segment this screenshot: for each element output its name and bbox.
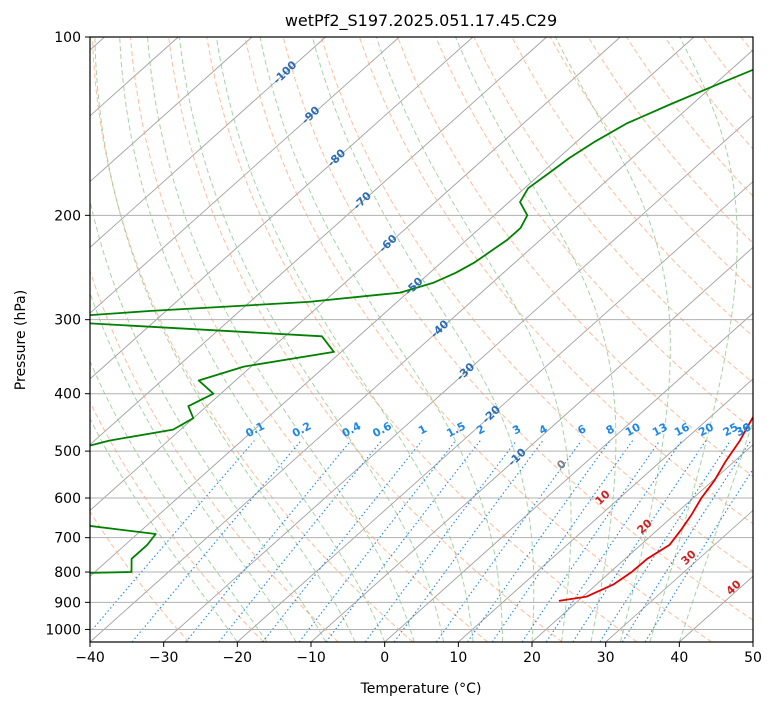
y-axis-label: Pressure (hPa) — [13, 290, 29, 390]
isotherm-line — [605, 509, 753, 642]
mixing-ratio-label: 25 — [721, 420, 741, 439]
moist-adiabat-line — [455, 37, 617, 642]
dry-adiabat-line — [320, 37, 753, 573]
y-tick-label: 100 — [54, 30, 81, 46]
dry-adiabat-line — [90, 400, 264, 642]
pressure-gridlines — [90, 37, 753, 630]
dry-adiabat-line — [206, 37, 638, 642]
mixing-ratio-line — [521, 440, 661, 642]
moist-adiabat-line — [90, 291, 297, 642]
mixing-ratio-line — [90, 440, 255, 634]
x-tick-label: −10 — [296, 650, 326, 666]
moist-adiabat-line — [90, 417, 238, 642]
mixing-ratio-line — [262, 440, 423, 642]
profile-series — [90, 68, 753, 602]
isotherm-line — [90, 37, 621, 512]
mixing-ratio-label: 20 — [696, 420, 716, 439]
dry-adiabats — [90, 37, 753, 642]
dry-adiabat-line — [282, 37, 753, 621]
isotherm-line — [90, 37, 474, 380]
moist-adiabat-line — [554, 37, 671, 642]
isotherm-line — [90, 49, 753, 642]
isotherm-line — [752, 641, 753, 642]
y-axis: 100 200 300 400 500 600 700 800 900 1000 — [45, 30, 90, 638]
isotherm-line — [90, 37, 253, 183]
mixing-ratio-line — [218, 440, 383, 642]
mixing-ratio-label: 16 — [672, 420, 692, 439]
x-tick-label: 30 — [597, 650, 615, 666]
mixing-ratio-line — [185, 440, 352, 642]
x-tick-label: 10 — [449, 650, 467, 666]
plot-frame — [89, 36, 754, 643]
moist-adiabat-line — [215, 37, 474, 642]
moist-adiabats — [90, 37, 753, 642]
x-tick-label: 20 — [523, 650, 541, 666]
moist-adiabat-line — [312, 37, 535, 642]
mixing-ratio-label: 10 — [623, 420, 643, 439]
isotherm-line — [163, 115, 753, 642]
isotherm-line — [90, 37, 695, 577]
mixing-ratio-line — [644, 468, 753, 642]
mixing-ratio-label: 13 — [650, 420, 670, 439]
mixing-ratio-line — [621, 440, 752, 642]
mixing-ratio-lines — [90, 440, 753, 642]
x-axis: −40 −30 −20 −10 0 10 20 30 40 50 — [75, 642, 762, 666]
dry-adiabat-line — [168, 37, 563, 642]
y-tick-label: 300 — [54, 313, 81, 329]
isotherm-line — [90, 37, 547, 446]
isotherm-line — [90, 37, 326, 248]
plot-background — [90, 37, 753, 642]
x-tick-label: −30 — [149, 650, 179, 666]
moist-adiabat-line — [147, 37, 415, 642]
isotherm-line — [458, 378, 753, 642]
mixing-ratio-line — [491, 440, 634, 642]
moist-adiabat-line — [178, 37, 445, 642]
y-tick-label: 700 — [54, 531, 81, 547]
isotherms — [90, 37, 753, 642]
mixing-ratio-label: 30 — [734, 420, 754, 439]
moist-adiabat-line — [678, 419, 753, 642]
y-tick-label: 800 — [54, 565, 81, 581]
y-tick-label: 400 — [54, 387, 81, 403]
moist-adiabat-line — [90, 198, 327, 642]
isotherm-line — [90, 37, 400, 314]
y-tick-label: 600 — [54, 491, 81, 507]
isotherm-line — [237, 180, 753, 642]
mixing-ratio-line — [572, 440, 707, 642]
y-tick-label: 1000 — [45, 622, 81, 638]
moist-adiabat-line — [119, 37, 386, 642]
dry-adiabat-line — [435, 37, 753, 431]
x-tick-label: −20 — [223, 650, 253, 666]
mixing-ratio-line — [393, 440, 544, 642]
mixing-ratio-label: 36 — [734, 420, 754, 439]
y-tick-label: 500 — [54, 444, 81, 460]
y-tick-label: 200 — [54, 208, 81, 224]
dry-adiabat-line — [549, 37, 753, 291]
x-axis-label: Temperature (°C) — [360, 681, 482, 697]
chart-title: wetPf2_S197.2025.051.17.45.C29 — [285, 11, 557, 31]
moist-adiabat-line — [259, 37, 503, 642]
mixing-ratio-line — [364, 440, 517, 642]
isotherm-line — [384, 312, 753, 642]
dry-adiabat-line — [130, 37, 488, 642]
x-tick-label: −40 — [75, 650, 105, 666]
mixing-ratio-line — [599, 440, 731, 642]
y-tick-label: 900 — [54, 595, 81, 611]
dewpoint-profile-line — [90, 68, 753, 574]
dry-adiabat-line — [397, 37, 753, 478]
isotherm-line — [531, 444, 753, 642]
moist-adiabat-line — [649, 37, 738, 642]
x-tick-label: 40 — [670, 650, 688, 666]
temperature-profile-line — [558, 415, 753, 602]
mixing-ratio-line — [467, 440, 611, 642]
moist-adiabat-line — [94, 37, 356, 642]
dry-adiabat-line — [473, 37, 753, 384]
x-tick-label: 0 — [380, 650, 389, 666]
dry-adiabat-line — [511, 37, 753, 337]
mixing-ratio-line — [545, 440, 683, 642]
dry-adiabat-line — [244, 37, 712, 642]
x-tick-label: 50 — [744, 650, 762, 666]
moist-adiabat-line — [90, 359, 268, 642]
